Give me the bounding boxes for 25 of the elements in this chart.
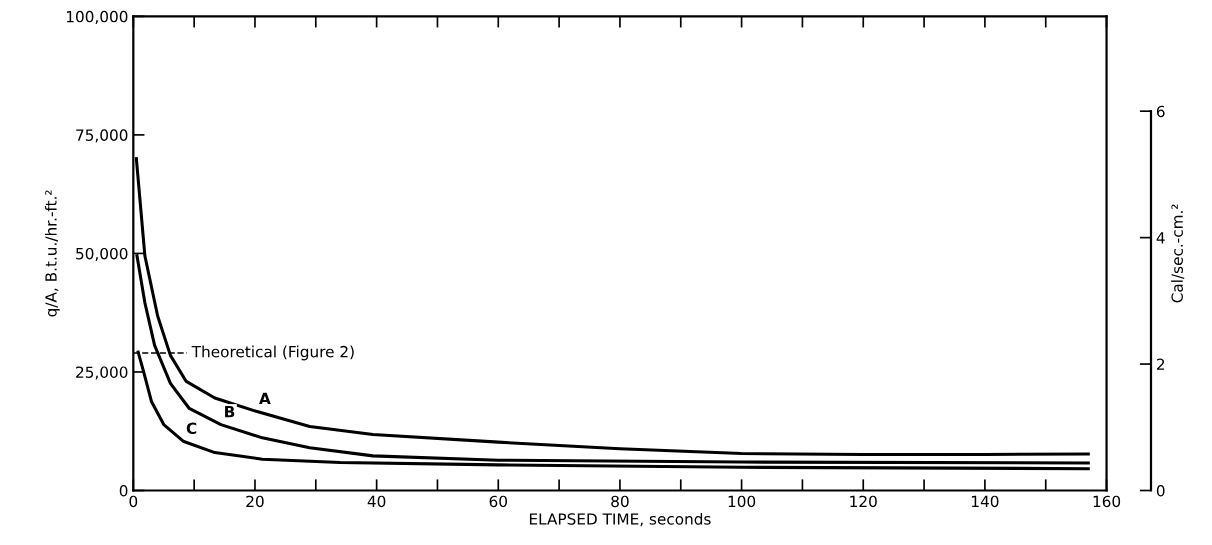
annotation: B	[225, 406, 235, 418]
y-tick-label: 50,000	[76, 247, 128, 262]
x-tick-label: 160	[1093, 495, 1121, 508]
x-tick-label: 60	[489, 495, 507, 508]
y2-tick-label: 4	[1156, 232, 1165, 244]
y-axis-title: q/A, B.t.u./hr.-ft.²	[44, 190, 60, 317]
x-tick-label: 40	[367, 495, 386, 508]
x-axis-title: ELAPSED TIME, seconds	[529, 512, 711, 527]
annotation: A	[259, 392, 271, 404]
x-tick-label: 20	[246, 495, 264, 508]
ref-line-label: Theoretical (Figure 2)	[191, 345, 354, 361]
y2-tick-label: 2	[1156, 358, 1165, 370]
x-tick-label: 120	[850, 495, 877, 508]
y2-tick-label: 0	[1156, 484, 1165, 497]
y-tick-label: 75,000	[76, 129, 128, 143]
x-tick-label: 80	[611, 495, 629, 508]
y-tick-label: 100,000	[66, 10, 128, 24]
x-tick-label: 100	[728, 495, 756, 508]
y-tick-label: 25,000	[76, 366, 128, 380]
x-tick-label: 0	[129, 495, 138, 508]
y-tick-label: 0	[119, 484, 128, 497]
y2-tick-label: 6	[1156, 105, 1165, 118]
annotation: C	[186, 422, 197, 435]
x-tick-label: 140	[972, 495, 999, 508]
y2-axis-title: Cal/sec.-cm.²	[1171, 204, 1185, 303]
